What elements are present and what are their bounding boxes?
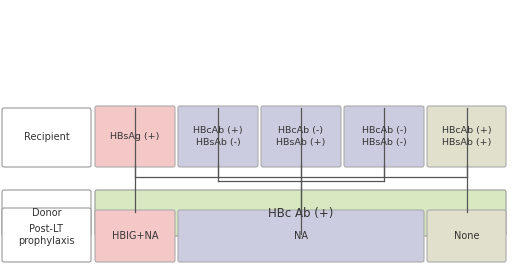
FancyBboxPatch shape [427,106,506,167]
FancyBboxPatch shape [178,106,258,167]
Text: HBcAb (+)
HBsAb (+): HBcAb (+) HBsAb (+) [442,126,492,147]
Text: HBcAb (-)
HBsAb (+): HBcAb (-) HBsAb (+) [276,126,326,147]
Text: HBc Ab (+): HBc Ab (+) [268,207,333,220]
FancyBboxPatch shape [95,210,175,262]
Text: HBcAb (-)
HBsAb (-): HBcAb (-) HBsAb (-) [361,126,407,147]
FancyBboxPatch shape [95,106,175,167]
FancyBboxPatch shape [2,108,91,167]
Text: None: None [454,231,479,241]
FancyBboxPatch shape [344,106,424,167]
Text: HBIG+NA: HBIG+NA [112,231,158,241]
Text: Donor: Donor [32,208,61,218]
Text: Recipient: Recipient [24,133,69,143]
Text: NA: NA [294,231,308,241]
FancyBboxPatch shape [2,190,91,236]
Text: HBcAb (+)
HBsAb (-): HBcAb (+) HBsAb (-) [193,126,243,147]
Text: HBsAg (+): HBsAg (+) [110,132,160,141]
FancyBboxPatch shape [2,208,91,262]
FancyBboxPatch shape [427,210,506,262]
FancyBboxPatch shape [178,210,424,262]
Text: Post-LT
prophylaxis: Post-LT prophylaxis [18,224,75,246]
FancyBboxPatch shape [261,106,341,167]
FancyBboxPatch shape [95,190,506,236]
